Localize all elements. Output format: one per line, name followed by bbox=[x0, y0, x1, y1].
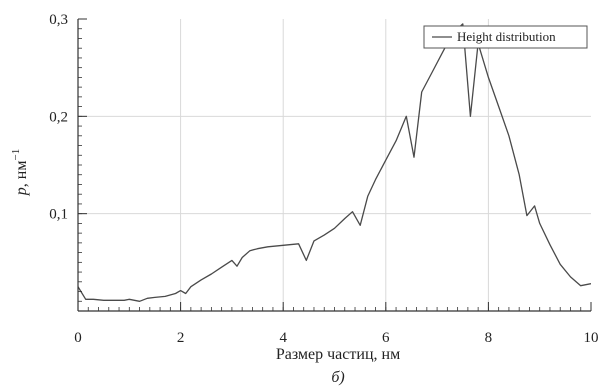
legend-box bbox=[423, 25, 588, 49]
ticks bbox=[77, 18, 592, 312]
legend: Height distribution bbox=[423, 25, 588, 49]
y-axis-label: p, нм−1 bbox=[10, 149, 30, 196]
y-axis-unit: , нм bbox=[13, 161, 30, 188]
x-tick-label: 8 bbox=[485, 330, 493, 346]
y-axis-exponent: −1 bbox=[10, 149, 22, 161]
series-line bbox=[78, 23, 591, 302]
y-tick-label: 0,2 bbox=[49, 109, 68, 125]
x-tick-label: 2 bbox=[177, 330, 185, 346]
grid bbox=[78, 19, 591, 311]
x-tick-label: 0 bbox=[74, 330, 82, 346]
x-axis-label: Размер частиц, нм bbox=[276, 346, 400, 363]
series-layer bbox=[78, 23, 591, 302]
y-tick-label: 0,3 bbox=[49, 12, 68, 28]
y-axis-variable: p bbox=[13, 187, 30, 196]
tick-labels: 0 2 4 6 8 10 0,1 0,2 0,3 bbox=[49, 12, 598, 346]
x-tick-label: 6 bbox=[382, 330, 390, 346]
figure-caption: б) bbox=[331, 369, 344, 386]
x-tick-label: 4 bbox=[279, 330, 287, 346]
x-tick-label: 10 bbox=[584, 330, 599, 346]
y-tick-label: 0,1 bbox=[49, 207, 68, 223]
legend-entry: Height distribution bbox=[457, 29, 556, 44]
